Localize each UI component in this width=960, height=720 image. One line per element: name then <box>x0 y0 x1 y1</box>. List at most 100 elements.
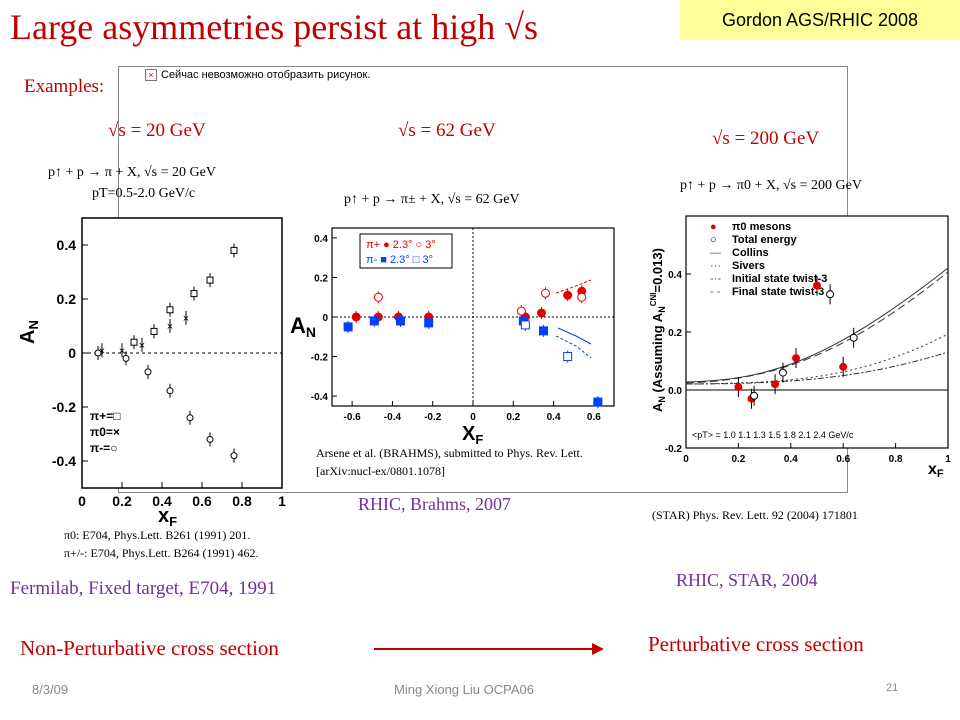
e704-xtick-label: 1 <box>278 493 286 509</box>
e704-point-pi0: × <box>119 345 125 357</box>
brahms-caption: RHIC, Brahms, 2007 <box>358 494 511 514</box>
brahms-ytick-label: -0.4 <box>311 392 329 403</box>
e704-point-pi-minus <box>166 387 174 395</box>
e704-point-pi-minus <box>206 435 214 443</box>
page-number: 21 <box>886 682 899 694</box>
e704-xtick-label: 0.6 <box>192 493 212 509</box>
image-placeholder-text: Сейчас невозможно отобразить рисунок. <box>161 69 371 81</box>
e704-ytick-label: 0.2 <box>57 291 77 307</box>
star-point-pi0 <box>792 354 801 363</box>
slide-title: Large asymmetries persist at high √s <box>10 7 538 47</box>
star-theory-curves <box>685 267 949 385</box>
e704-point-pi-minus <box>94 349 102 357</box>
e704-point-pi-plus <box>206 276 214 284</box>
star-point-pi0 <box>813 281 821 290</box>
star-legend-marker: ○ <box>710 234 717 246</box>
star-legend-entry: Total energy <box>732 234 797 246</box>
star-legend-entry: Sivers <box>732 260 765 272</box>
star-point-pi0 <box>734 383 743 392</box>
star-point-total-energy <box>750 391 759 400</box>
star-legend-marker: ● <box>710 221 717 233</box>
e704-pt-range: pT=0.5-2.0 GeV/c <box>92 186 196 201</box>
star-point-pi0 <box>839 362 848 371</box>
brahms-point <box>516 306 526 316</box>
e704-point-pi-minus <box>230 452 238 460</box>
star-ytick-label: 0.2 <box>668 328 682 339</box>
star-point-total-energy <box>849 333 858 342</box>
star-chart: -0.2 0.0 0.2 0.4 0 0.2 0.4 0.6 0.8 1 AN (Assumin… <box>649 215 951 480</box>
brahms-energy: √s = 62 GeV <box>398 120 496 141</box>
e704-point-pi-plus <box>166 306 174 314</box>
brahms-ylabel: AN <box>290 313 316 340</box>
brahms-point <box>520 320 530 330</box>
e704-ytick-label: 0 <box>68 345 76 361</box>
brahms-theory-curves <box>555 279 592 359</box>
brahms-ytick-label: 0.2 <box>314 273 328 284</box>
non-perturbative-label: Non-Perturbative cross section <box>20 636 279 660</box>
e704-xtick-label: 0 <box>78 493 86 509</box>
brahms-point <box>577 292 587 302</box>
star-legend-marker: - - <box>710 286 721 298</box>
star-xtick-label: 0.2 <box>731 454 745 465</box>
e704-caption: Fermilab, Fixed target, E704, 1991 <box>10 578 277 599</box>
star-xtick-label: 1 <box>945 454 951 465</box>
star-pt-label: <pT> = 1.0 1.1 1.3 1.5 1.8 2.1 2.4 GeV/c <box>692 430 854 440</box>
e704-ylabel: AN <box>20 320 41 344</box>
brahms-point <box>536 308 546 318</box>
e704-point-pi-minus <box>122 354 130 362</box>
brahms-xtick-label: 0.6 <box>587 412 601 423</box>
star-legend-entry: π0 mesons <box>732 221 791 233</box>
brahms-xtick-label: -0.4 <box>384 412 402 423</box>
e704-legend-entry: π+=□ <box>90 409 120 423</box>
star-legend-marker: -·- <box>710 273 721 285</box>
star-legend-marker: — <box>710 247 721 259</box>
brahms-point <box>395 316 405 326</box>
examples-label: Examples: <box>24 76 105 97</box>
brahms-xtick-label: -0.2 <box>424 412 442 423</box>
brahms-point <box>424 318 434 328</box>
brahms-legend-box <box>359 233 453 269</box>
star-energy: √s = 200 GeV <box>712 128 820 149</box>
brahms-reference: Arsene et al. (BRAHMS), submitted to Phy… <box>316 446 583 478</box>
brahms-xtick-label: 0 <box>470 412 476 423</box>
e704-energy: √s = 20 GeV <box>108 120 206 141</box>
e704-point-pi0: × <box>99 345 105 357</box>
e704-xlabel: xF <box>158 505 177 528</box>
brahms-point <box>373 292 383 302</box>
e704-point-pi0: × <box>139 340 145 352</box>
brahms-legend-pi-plus: π+ ● 2.3° ○ 3° <box>366 239 436 251</box>
star-ylabel: AN (Assuming ANCNI=0.013) <box>649 248 667 412</box>
e704-legend-entry: π0=× <box>90 425 120 439</box>
e704-point-pi0: × <box>167 321 173 333</box>
brahms-ytick-label: -0.2 <box>311 353 329 364</box>
e704-point-pi-plus <box>150 327 158 335</box>
e704-point-pi-minus <box>144 368 152 376</box>
brahms-point <box>541 288 551 298</box>
brahms-ytick-label: 0.4 <box>314 234 328 245</box>
star-legend-marker: ··· <box>710 260 721 272</box>
brahms-xlabel: XF <box>462 423 483 444</box>
star-ytick-label: -0.2 <box>665 444 683 455</box>
brahms-point <box>343 322 353 332</box>
image-placeholder-bar: × Сейчас невозможно отобразить рисунок. <box>119 67 847 83</box>
star-plot-frame <box>685 215 949 449</box>
brahms-point <box>351 312 361 322</box>
e704-reaction: p↑ + p → π + X, √s = 20 GeV <box>48 165 216 180</box>
star-caption: RHIC, STAR, 2004 <box>676 570 818 590</box>
e704-point-pi-plus <box>190 290 198 298</box>
star-legend-entry: Initial state twist-3 <box>732 273 827 285</box>
e704-ytick-label: -0.4 <box>52 453 76 469</box>
e704-ytick-label: 0.4 <box>57 237 77 253</box>
brahms-legend-pi-minus: π- ■ 2.3° □ 3° <box>366 254 433 266</box>
star-legend-entry: Final state twist-3 <box>732 286 824 298</box>
brahms-ytick-label: 0 <box>322 313 328 324</box>
star-xlabel: xF <box>928 461 944 480</box>
brahms-point <box>563 290 573 300</box>
star-point-pi0 <box>771 380 780 389</box>
e704-xtick-label: 0.2 <box>112 493 132 509</box>
star-point-total-energy <box>826 290 835 299</box>
e704-point-pi0: × <box>183 313 189 325</box>
broken-image-icon: × <box>145 69 157 82</box>
footer-author: Ming Xiong Liu OCPA06 <box>394 682 534 697</box>
star-xtick-label: 0.4 <box>784 454 798 465</box>
